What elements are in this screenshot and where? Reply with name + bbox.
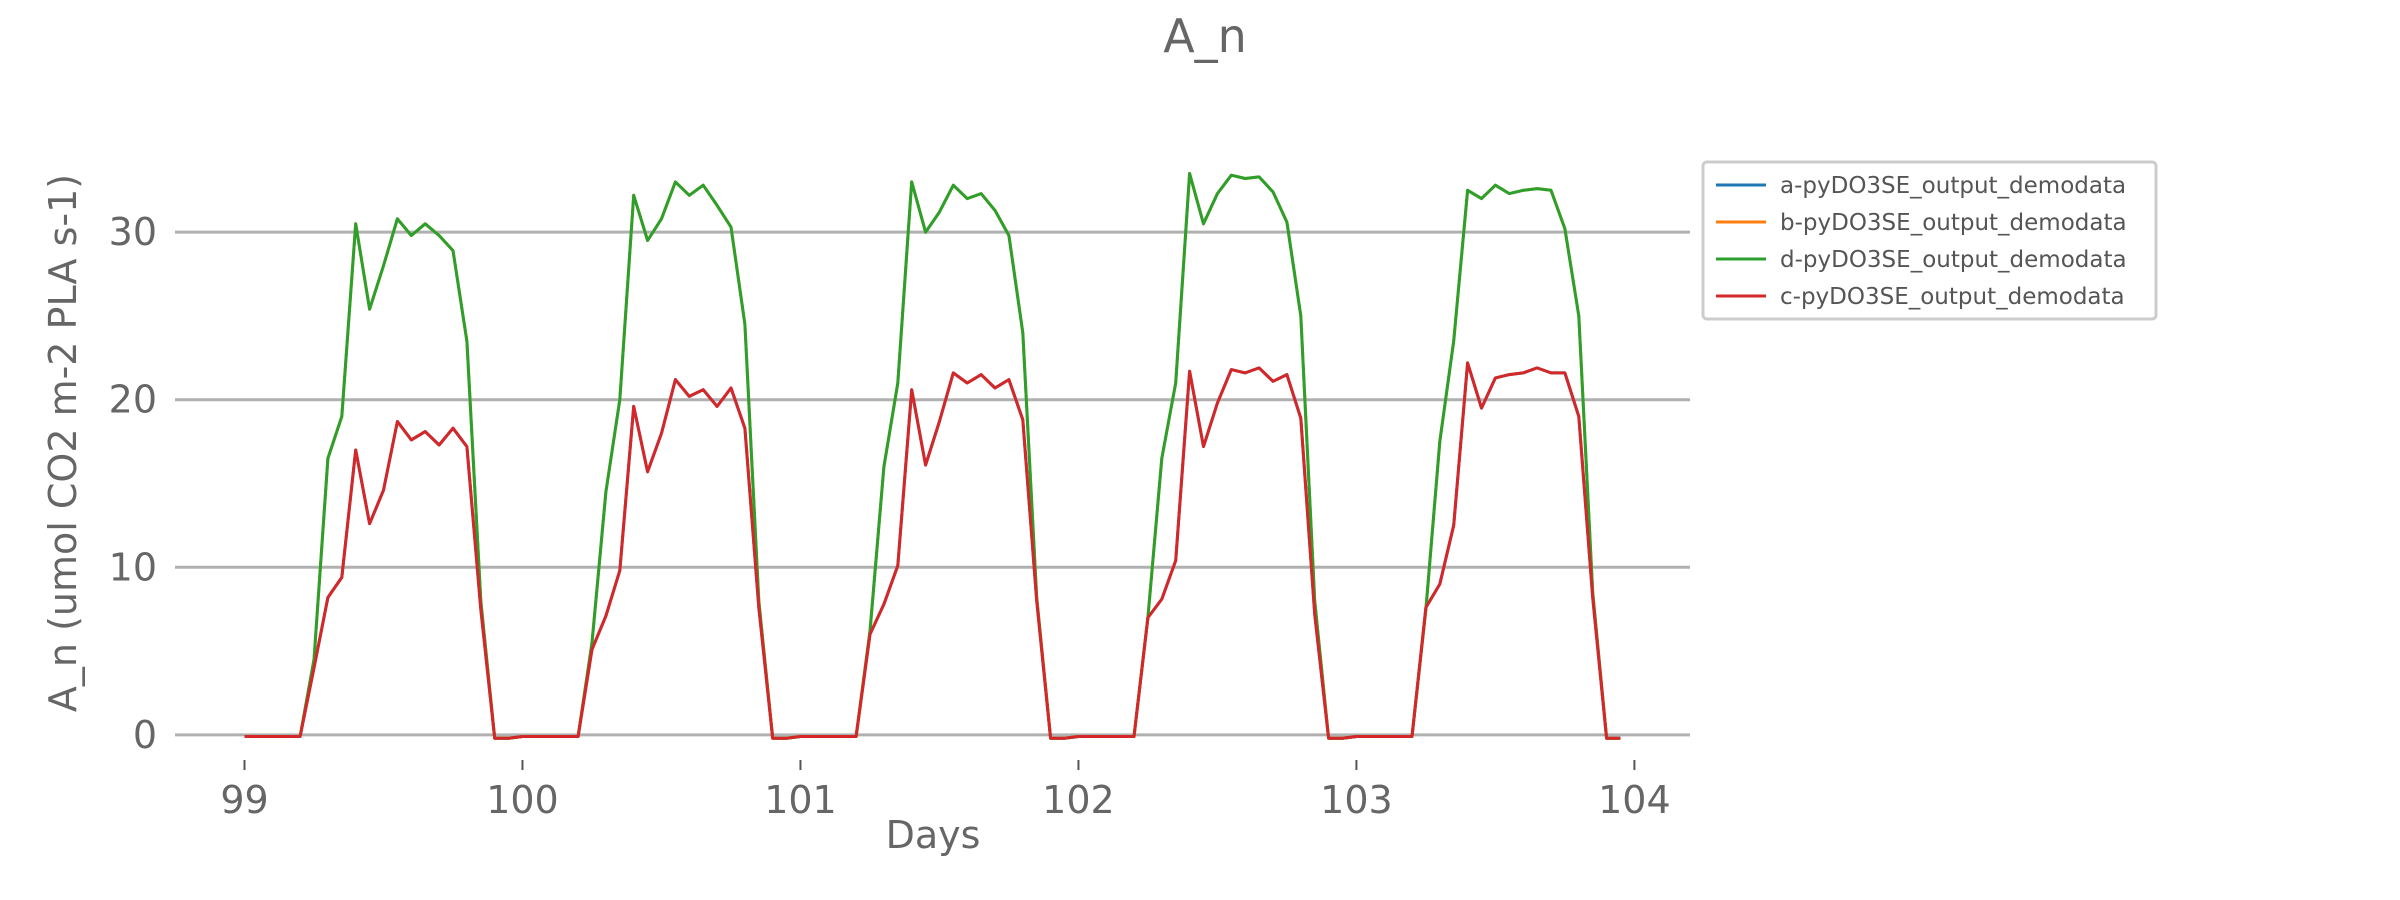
- series-line-a-pyDO3SE_output_demodata: [244, 361, 1621, 740]
- y-axis-label: A_n (umol CO2 m-2 PLA s-1): [41, 174, 85, 712]
- x-tick-label: 100: [486, 778, 559, 822]
- x-axis-label: Days: [886, 813, 981, 857]
- y-tick-label: 20: [109, 378, 157, 422]
- series-line-b-pyDO3SE_output_demodata: [244, 172, 1621, 740]
- x-tick-label: 99: [220, 778, 268, 822]
- x-tick-label: 101: [764, 778, 837, 822]
- legend-label: a-pyDO3SE_output_demodata: [1780, 173, 2126, 199]
- y-tick-label: 30: [109, 210, 157, 254]
- legend-label: c-pyDO3SE_output_demodata: [1780, 284, 2125, 310]
- legend-box: [1701, 160, 2158, 321]
- legend: a-pyDO3SE_output_demodata b-pyDO3SE_outpu…: [1701, 160, 2158, 321]
- legend-label: d-pyDO3SE_output_demodata: [1780, 247, 2127, 273]
- series-lines: [244, 172, 1621, 740]
- x-tick-label: 104: [1598, 778, 1671, 822]
- y-tick-label: 0: [133, 713, 157, 757]
- series-line-c-pyDO3SE_output_demodata: [244, 361, 1621, 740]
- y-axis-ticks: 0 10 20 30: [109, 210, 157, 757]
- x-tick-label: 103: [1320, 778, 1393, 822]
- x-axis-ticks: 99 100 101 102 103 104: [220, 760, 1671, 822]
- y-tick-label: 10: [109, 545, 157, 589]
- chart-title: A_n: [1163, 9, 1247, 63]
- x-tick-label: 102: [1042, 778, 1115, 822]
- grid-lines: [175, 230, 1690, 737]
- legend-label: b-pyDO3SE_output_demodata: [1780, 210, 2127, 236]
- series-line-d-pyDO3SE_output_demodata: [244, 172, 1621, 740]
